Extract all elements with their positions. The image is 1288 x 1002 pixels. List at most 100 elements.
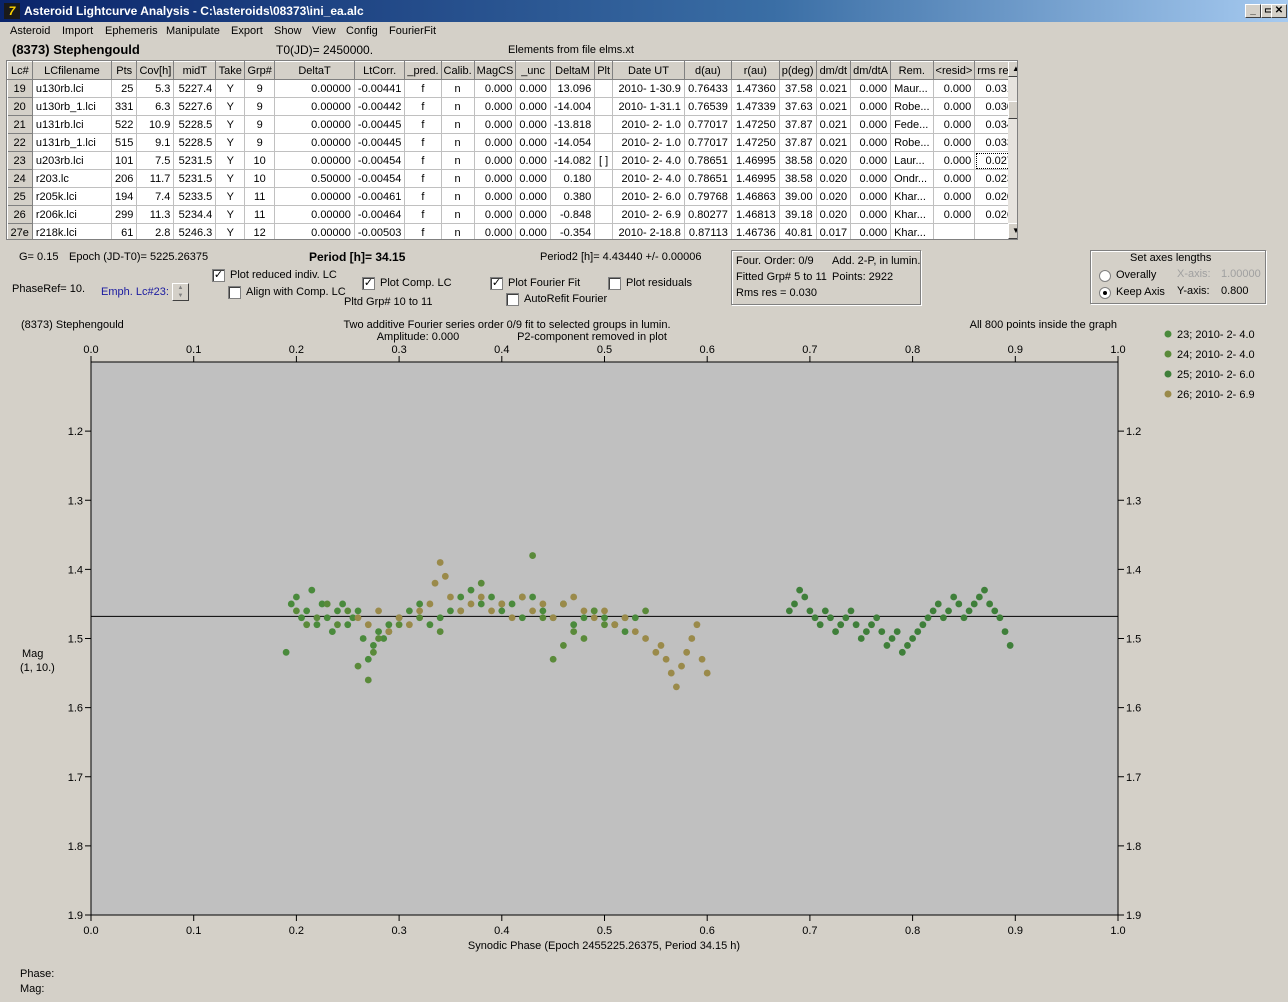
table-cell[interactable]: 2010- 2- 1.0 [612, 133, 685, 152]
spin-down-icon[interactable]: ▼ [177, 293, 184, 299]
table-cell[interactable] [594, 169, 614, 188]
table-cell[interactable]: 39.00 [779, 187, 817, 206]
table-cell[interactable]: 2010- 2- 6.9 [612, 205, 685, 224]
table-cell[interactable]: n [441, 97, 475, 116]
table-cell[interactable]: f [404, 223, 442, 239]
table-cell[interactable]: 11 [244, 187, 276, 206]
table-cell[interactable]: Maur... [890, 79, 934, 98]
table-cell[interactable]: 40.81 [779, 223, 817, 239]
table-cell[interactable]: 0.78651 [684, 151, 732, 170]
row-header[interactable]: 25 [7, 187, 33, 206]
table-cell[interactable]: 0.00000 [274, 205, 355, 224]
y-axis-value[interactable]: 0.800 [1221, 285, 1249, 297]
col-header-6[interactable]: Grp# [244, 61, 276, 80]
table-cell[interactable] [594, 187, 614, 206]
table-cell[interactable]: 2010- 2- 4.0 [612, 151, 685, 170]
table-row[interactable]: 19 u130rb.lci 25 5.3 5227.4 Y 9 0.00000 -0.00441… [7, 79, 1017, 98]
table-cell[interactable]: 5228.5 [173, 133, 217, 152]
table-cell[interactable]: 7.5 [136, 151, 175, 170]
minimize-button[interactable]: _ [1245, 4, 1261, 18]
align-comp-checkbox[interactable] [228, 286, 241, 299]
table-cell[interactable]: 7.4 [136, 187, 175, 206]
table-cell[interactable]: 299 [111, 205, 138, 224]
table-cell[interactable]: 0.021 [816, 97, 852, 116]
table-cell[interactable]: 9 [244, 133, 276, 152]
table-cell[interactable]: f [404, 97, 442, 116]
table-cell[interactable]: 0.023 [974, 169, 1017, 188]
table-cell[interactable]: 331 [111, 97, 138, 116]
table-cell[interactable]: 0.00000 [274, 223, 355, 239]
lightcurve-plot[interactable]: 0.0 0.0 0.1 0.1 0.2 0.2 0.3 0.3 0.4 0.4 0.5 0.5 0.6 0… [19, 314, 1268, 958]
col-header-13[interactable]: DeltaM [549, 61, 596, 80]
col-header-14[interactable]: Plt [594, 61, 614, 80]
table-cell[interactable]: 5233.5 [173, 187, 217, 206]
table-cell[interactable] [594, 97, 614, 116]
table-cell[interactable]: 0.000 [474, 205, 517, 224]
table-cell[interactable]: r205k.lci [32, 187, 113, 206]
table-cell[interactable]: 9.1 [136, 133, 175, 152]
col-header-0[interactable]: Lc# [7, 61, 33, 80]
table-cell[interactable]: 0.000 [474, 97, 517, 116]
table-cell[interactable]: 5227.4 [173, 79, 217, 98]
table-cell[interactable]: 0.021 [816, 115, 852, 134]
table-cell[interactable]: n [441, 169, 475, 188]
table-cell[interactable]: 206 [111, 169, 138, 188]
table-cell[interactable]: u131rb_1.lci [32, 133, 113, 152]
table-cell[interactable]: 1.47250 [731, 115, 780, 134]
table-cell[interactable]: r218k.lci [32, 223, 113, 239]
col-header-18[interactable]: p(deg) [778, 61, 817, 80]
table-cell[interactable]: 0.000 [933, 79, 976, 98]
table-cell[interactable]: 0.000 [850, 79, 892, 98]
table-cell[interactable]: 0.380 [550, 187, 596, 206]
table-cell[interactable]: 0.031 [974, 79, 1017, 98]
table-cell[interactable]: 9 [244, 115, 276, 134]
table-cell[interactable]: -0.00442 [354, 97, 406, 116]
table-cell[interactable]: 1.47250 [731, 133, 780, 152]
col-header-7[interactable]: DeltaT [274, 61, 355, 80]
table-cell[interactable]: -0.00441 [354, 79, 406, 98]
table-cell[interactable]: -14.004 [550, 97, 596, 116]
table-cell[interactable]: 0.000 [850, 223, 892, 239]
table-cell[interactable]: 38.58 [779, 151, 817, 170]
table-cell[interactable]: 0.021 [816, 79, 852, 98]
table-cell[interactable]: 11.3 [136, 205, 175, 224]
menu-manipulate[interactable]: Manipulate [166, 25, 220, 37]
table-cell[interactable]: Y [215, 151, 246, 170]
table-cell[interactable]: 25 [111, 79, 138, 98]
table-cell[interactable]: 0.000 [474, 169, 517, 188]
table-cell[interactable]: 0.87113 [684, 223, 732, 239]
table-cell[interactable]: Y [215, 79, 246, 98]
table-cell[interactable]: 61 [111, 223, 138, 239]
table-cell[interactable]: 0.000 [850, 133, 892, 152]
table-cell[interactable]: f [404, 205, 442, 224]
table-cell[interactable]: r203.lc [32, 169, 113, 188]
plot-reduced-checkbox[interactable]: ✓ [212, 269, 225, 282]
lightcurve-plot-panel[interactable]: 0.0 0.0 0.1 0.1 0.2 0.2 0.3 0.3 0.4 0.4 0.5 0.5 0.6 0… [19, 314, 1268, 958]
table-cell[interactable] [594, 223, 614, 239]
table-cell[interactable]: 515 [111, 133, 138, 152]
table-cell[interactable]: -0.00445 [354, 115, 406, 134]
table-cell[interactable]: 13.096 [550, 79, 596, 98]
table-cell[interactable]: n [441, 223, 475, 239]
table-row[interactable]: 22 u131rb_1.lci 515 9.1 5228.5 Y 9 0.00000 -0.00… [7, 133, 1017, 152]
overally-radio[interactable] [1099, 270, 1111, 282]
table-cell[interactable]: 0.000 [474, 115, 517, 134]
table-cell[interactable]: 1.47339 [731, 97, 780, 116]
table-cell[interactable]: 5228.5 [173, 115, 217, 134]
table-cell[interactable]: 9 [244, 79, 276, 98]
scroll-up-icon[interactable]: ▲ [1008, 61, 1017, 77]
table-cell[interactable]: -0.354 [550, 223, 596, 239]
table-cell[interactable]: 0.000 [850, 97, 892, 116]
table-cell[interactable] [594, 133, 614, 152]
table-cell[interactable]: 2.8 [136, 223, 175, 239]
table-cell[interactable]: 37.58 [779, 79, 817, 98]
period-value[interactable]: Period [h]= 34.15 [309, 250, 406, 264]
table-cell[interactable]: n [441, 151, 475, 170]
table-cell[interactable]: Y [215, 115, 246, 134]
table-cell[interactable]: n [441, 205, 475, 224]
table-cell[interactable]: n [441, 115, 475, 134]
table-cell[interactable]: [ ] [594, 151, 614, 170]
col-header-4[interactable]: midT [173, 61, 217, 80]
table-cell[interactable]: 0.000 [933, 151, 976, 170]
table-cell[interactable]: 0.00000 [274, 151, 355, 170]
